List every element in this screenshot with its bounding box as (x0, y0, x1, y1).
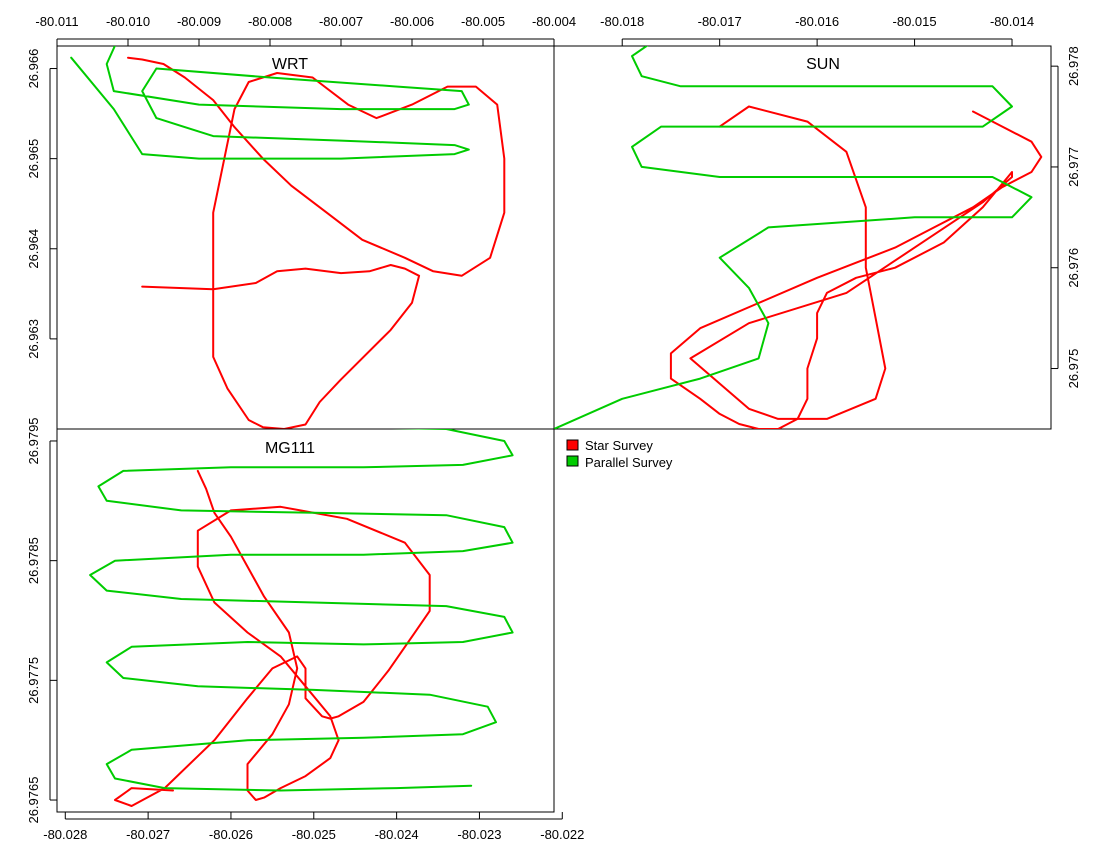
panel-mg111-frame (56, 428, 555, 813)
panel-wrt-x-tick-label: -80.005 (461, 14, 505, 29)
panel-wrt-series (70, 46, 506, 429)
panel-mg111-x-tick-label: -80.026 (209, 827, 253, 842)
panel-wrt-y-tick-label: 26.965 (26, 139, 41, 179)
panel-sun-x-tick-label: -80.016 (795, 14, 839, 29)
panel-mg111-x-tick-label: -80.024 (375, 827, 419, 842)
panel-sun-x-tick-label: -80.014 (990, 14, 1034, 29)
panel-sun-parallel-survey-track (554, 46, 1033, 429)
legend-swatch-parallel (566, 455, 579, 467)
panel-wrt-y-tick-label: 26.963 (26, 319, 41, 359)
panel-mg111-x-axis: -80.028 -80.027 -80.026 -80.025 -80.024 -80.0… (43, 812, 584, 842)
panel-sun-y-tick-label: 26.978 (1066, 46, 1081, 86)
panel-mg111-x-tick-label: -80.022 (540, 827, 584, 842)
legend: Star Survey Parallel Survey (566, 438, 673, 470)
panel-sun-x-axis: -80.018 -80.017 -80.016 -80.015 -80.014 (600, 14, 1034, 46)
panel-sun-x-tick-label: -80.018 (600, 14, 644, 29)
panel-mg111-x-tick-label: -80.028 (43, 827, 87, 842)
panel-sun-y-tick-label: 26.977 (1066, 147, 1081, 187)
panel-mg111-title: MG111 (265, 440, 315, 457)
panel-sun-y-tick-label: 26.975 (1066, 349, 1081, 389)
panel-mg111-x-tick-label: -80.023 (457, 827, 501, 842)
panel-mg111-x-tick-label: -80.027 (126, 827, 170, 842)
panel-mg111: -80.028 -80.027 -80.026 -80.025 -80.024 -80.0… (26, 417, 584, 842)
panel-wrt-parallel-survey-track (70, 46, 470, 160)
panel-wrt: -80.011 -80.010 -80.009 -80.008 -80.007 -80.0… (26, 14, 576, 430)
panel-mg111-series (89, 429, 514, 807)
panel-mg111-y-tick-label: 26.9765 (26, 777, 41, 824)
panel-sun-frame (553, 45, 1052, 430)
panel-sun-star-survey-track (669, 105, 1043, 429)
panel-wrt-x-axis: -80.011 -80.010 -80.009 -80.008 -80.007 -80.0… (35, 14, 576, 46)
panel-mg111-y-tick-label: 26.9775 (26, 657, 41, 704)
panel-wrt-x-tick-label: -80.011 (35, 14, 78, 29)
panel-mg111-y-axis: 26.9765 26.9775 26.9785 26.9795 (26, 417, 57, 824)
panel-sun-x-tick-label: -80.015 (893, 14, 937, 29)
panel-sun-y-axis: 26.975 26.976 26.977 26.978 (1051, 46, 1081, 388)
panel-wrt-x-tick-label: -80.008 (248, 14, 292, 29)
panel-wrt-x-tick-label: -80.004 (532, 14, 576, 29)
panel-wrt-y-tick-label: 26.966 (26, 49, 41, 89)
panel-wrt-y-axis: 26.963 26.964 26.965 26.966 (26, 49, 57, 359)
panel-sun: -80.018 -80.017 -80.016 -80.015 -80.014 26.9… (553, 14, 1081, 430)
legend-label-star: Star Survey (585, 438, 653, 453)
panel-wrt-x-tick-label: -80.006 (390, 14, 434, 29)
legend-label-parallel: Parallel Survey (585, 455, 673, 470)
panel-wrt-x-tick-label: -80.007 (319, 14, 363, 29)
panel-wrt-frame (56, 45, 555, 430)
panel-sun-x-tick-label: -80.017 (698, 14, 742, 29)
panel-wrt-title: WRT (272, 56, 308, 73)
panel-mg111-y-tick-label: 26.9795 (26, 417, 41, 464)
panel-mg111-y-tick-label: 26.9785 (26, 537, 41, 584)
panel-sun-y-tick-label: 26.976 (1066, 248, 1081, 288)
panel-mg111-star-survey-track (114, 469, 431, 807)
panel-wrt-x-tick-label: -80.009 (177, 14, 221, 29)
panel-sun-title: SUN (806, 56, 840, 73)
panel-mg111-x-tick-label: -80.025 (292, 827, 336, 842)
panel-sun-series (554, 46, 1043, 429)
panel-wrt-x-tick-label: -80.010 (106, 14, 150, 29)
panel-wrt-y-tick-label: 26.964 (26, 229, 41, 269)
panel-mg111-parallel-survey-track (89, 429, 514, 792)
panel-wrt-star-survey-track (127, 56, 506, 429)
legend-swatch-star (566, 439, 579, 451)
